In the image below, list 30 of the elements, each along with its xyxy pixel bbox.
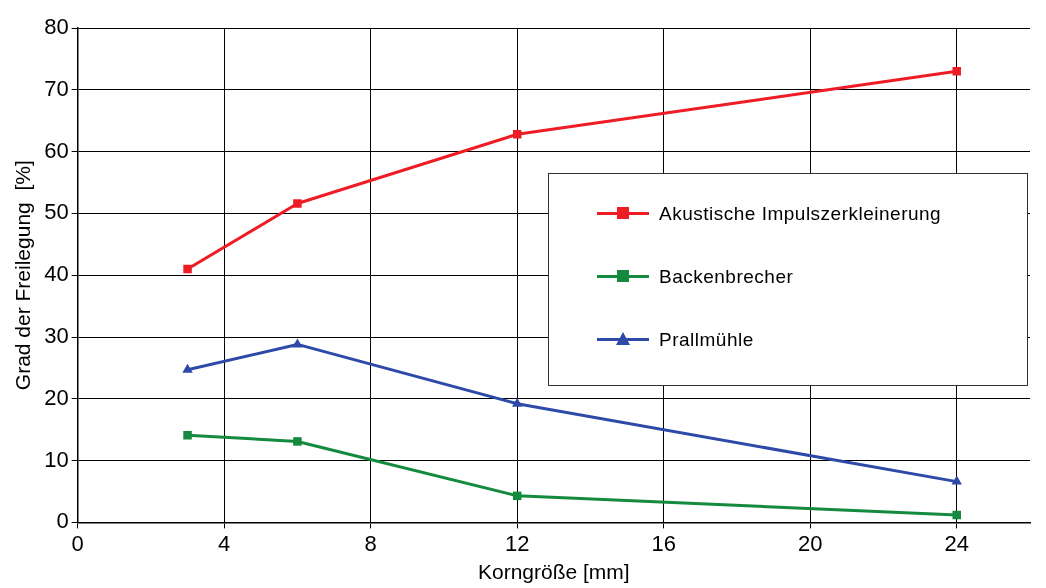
point [182, 363, 193, 373]
x-axis-title: Korngröße [mm] [477, 560, 630, 584]
y-axis-title: Grad der Freilegung [%] [11, 160, 35, 391]
y-tick-label: 30 [44, 323, 69, 349]
point [292, 338, 303, 348]
y-tick-label: 50 [44, 199, 69, 225]
y-tick-label: 10 [44, 446, 69, 472]
y-tick-label: 60 [44, 137, 69, 163]
x-tick-label: 12 [504, 530, 530, 556]
y-tick-label: 20 [44, 384, 69, 410]
x-tick-label: 20 [797, 530, 823, 556]
y-tick-label: 0 [56, 508, 69, 534]
point [952, 67, 961, 76]
point [183, 431, 192, 440]
y-tick-label: 70 [44, 75, 69, 101]
point [951, 475, 962, 485]
point [183, 264, 192, 274]
x-tick-label: 4 [218, 530, 231, 556]
x-tick-label: 24 [944, 530, 969, 556]
point [512, 397, 523, 407]
point [512, 130, 522, 139]
y-tick-label: 80 [44, 14, 69, 40]
legend-label: Backenbrecher [659, 265, 794, 288]
x-tick-label: 8 [364, 530, 377, 556]
point [293, 437, 302, 446]
x-tick-label: 16 [651, 530, 676, 556]
legend-label: Prallmühle [659, 328, 754, 351]
legend-label: Akustische Impulszerkleinerung [659, 202, 942, 225]
y-tick-label: 40 [44, 261, 69, 287]
point [293, 199, 302, 208]
